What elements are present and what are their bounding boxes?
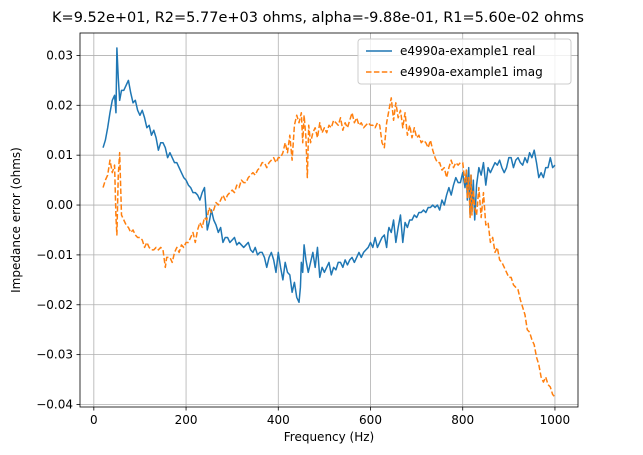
y-tick-label: −0.04: [36, 398, 73, 412]
legend-label-imag: e4990a-example1 imag: [400, 65, 543, 79]
y-tick-label: 0.01: [46, 148, 73, 162]
y-tick-label: 0.03: [46, 48, 73, 62]
y-tick-label: −0.01: [36, 248, 73, 262]
legend: e4990a-example1 real e4990a-example1 ima…: [357, 38, 572, 85]
series-lines: [102, 47, 556, 398]
y-tick-label: −0.03: [36, 348, 73, 362]
legend-label-real: e4990a-example1 real: [400, 44, 535, 58]
series-line-1: [102, 97, 556, 398]
y-tick-label: 0.00: [46, 198, 73, 212]
series-line-0: [102, 47, 556, 304]
legend-box: [357, 38, 572, 85]
x-axis-label: Frequency (Hz): [284, 430, 375, 444]
x-tick-label: 200: [175, 413, 198, 427]
x-tick-label: 600: [359, 413, 382, 427]
y-tick-label: −0.02: [36, 298, 73, 312]
y-axis-label: Impedance error (ohms): [9, 147, 23, 293]
axis-ticks: 0 200 400 600 800 1000 −0.04 −0.03 −0.02 −0.01 0.0…: [36, 48, 570, 427]
plot-area: [80, 33, 578, 407]
chart-title: K=9.52e+01, R2=5.77e+03 ohms, alpha=-9.8…: [52, 10, 584, 26]
x-tick-label: 800: [451, 413, 474, 427]
x-tick-label: 1000: [540, 413, 571, 427]
grid-lines: [80, 33, 578, 407]
x-tick-label: 400: [267, 413, 290, 427]
x-tick-label: 0: [90, 413, 98, 427]
plot-frame: [79, 32, 579, 408]
y-tick-label: 0.02: [46, 98, 73, 112]
